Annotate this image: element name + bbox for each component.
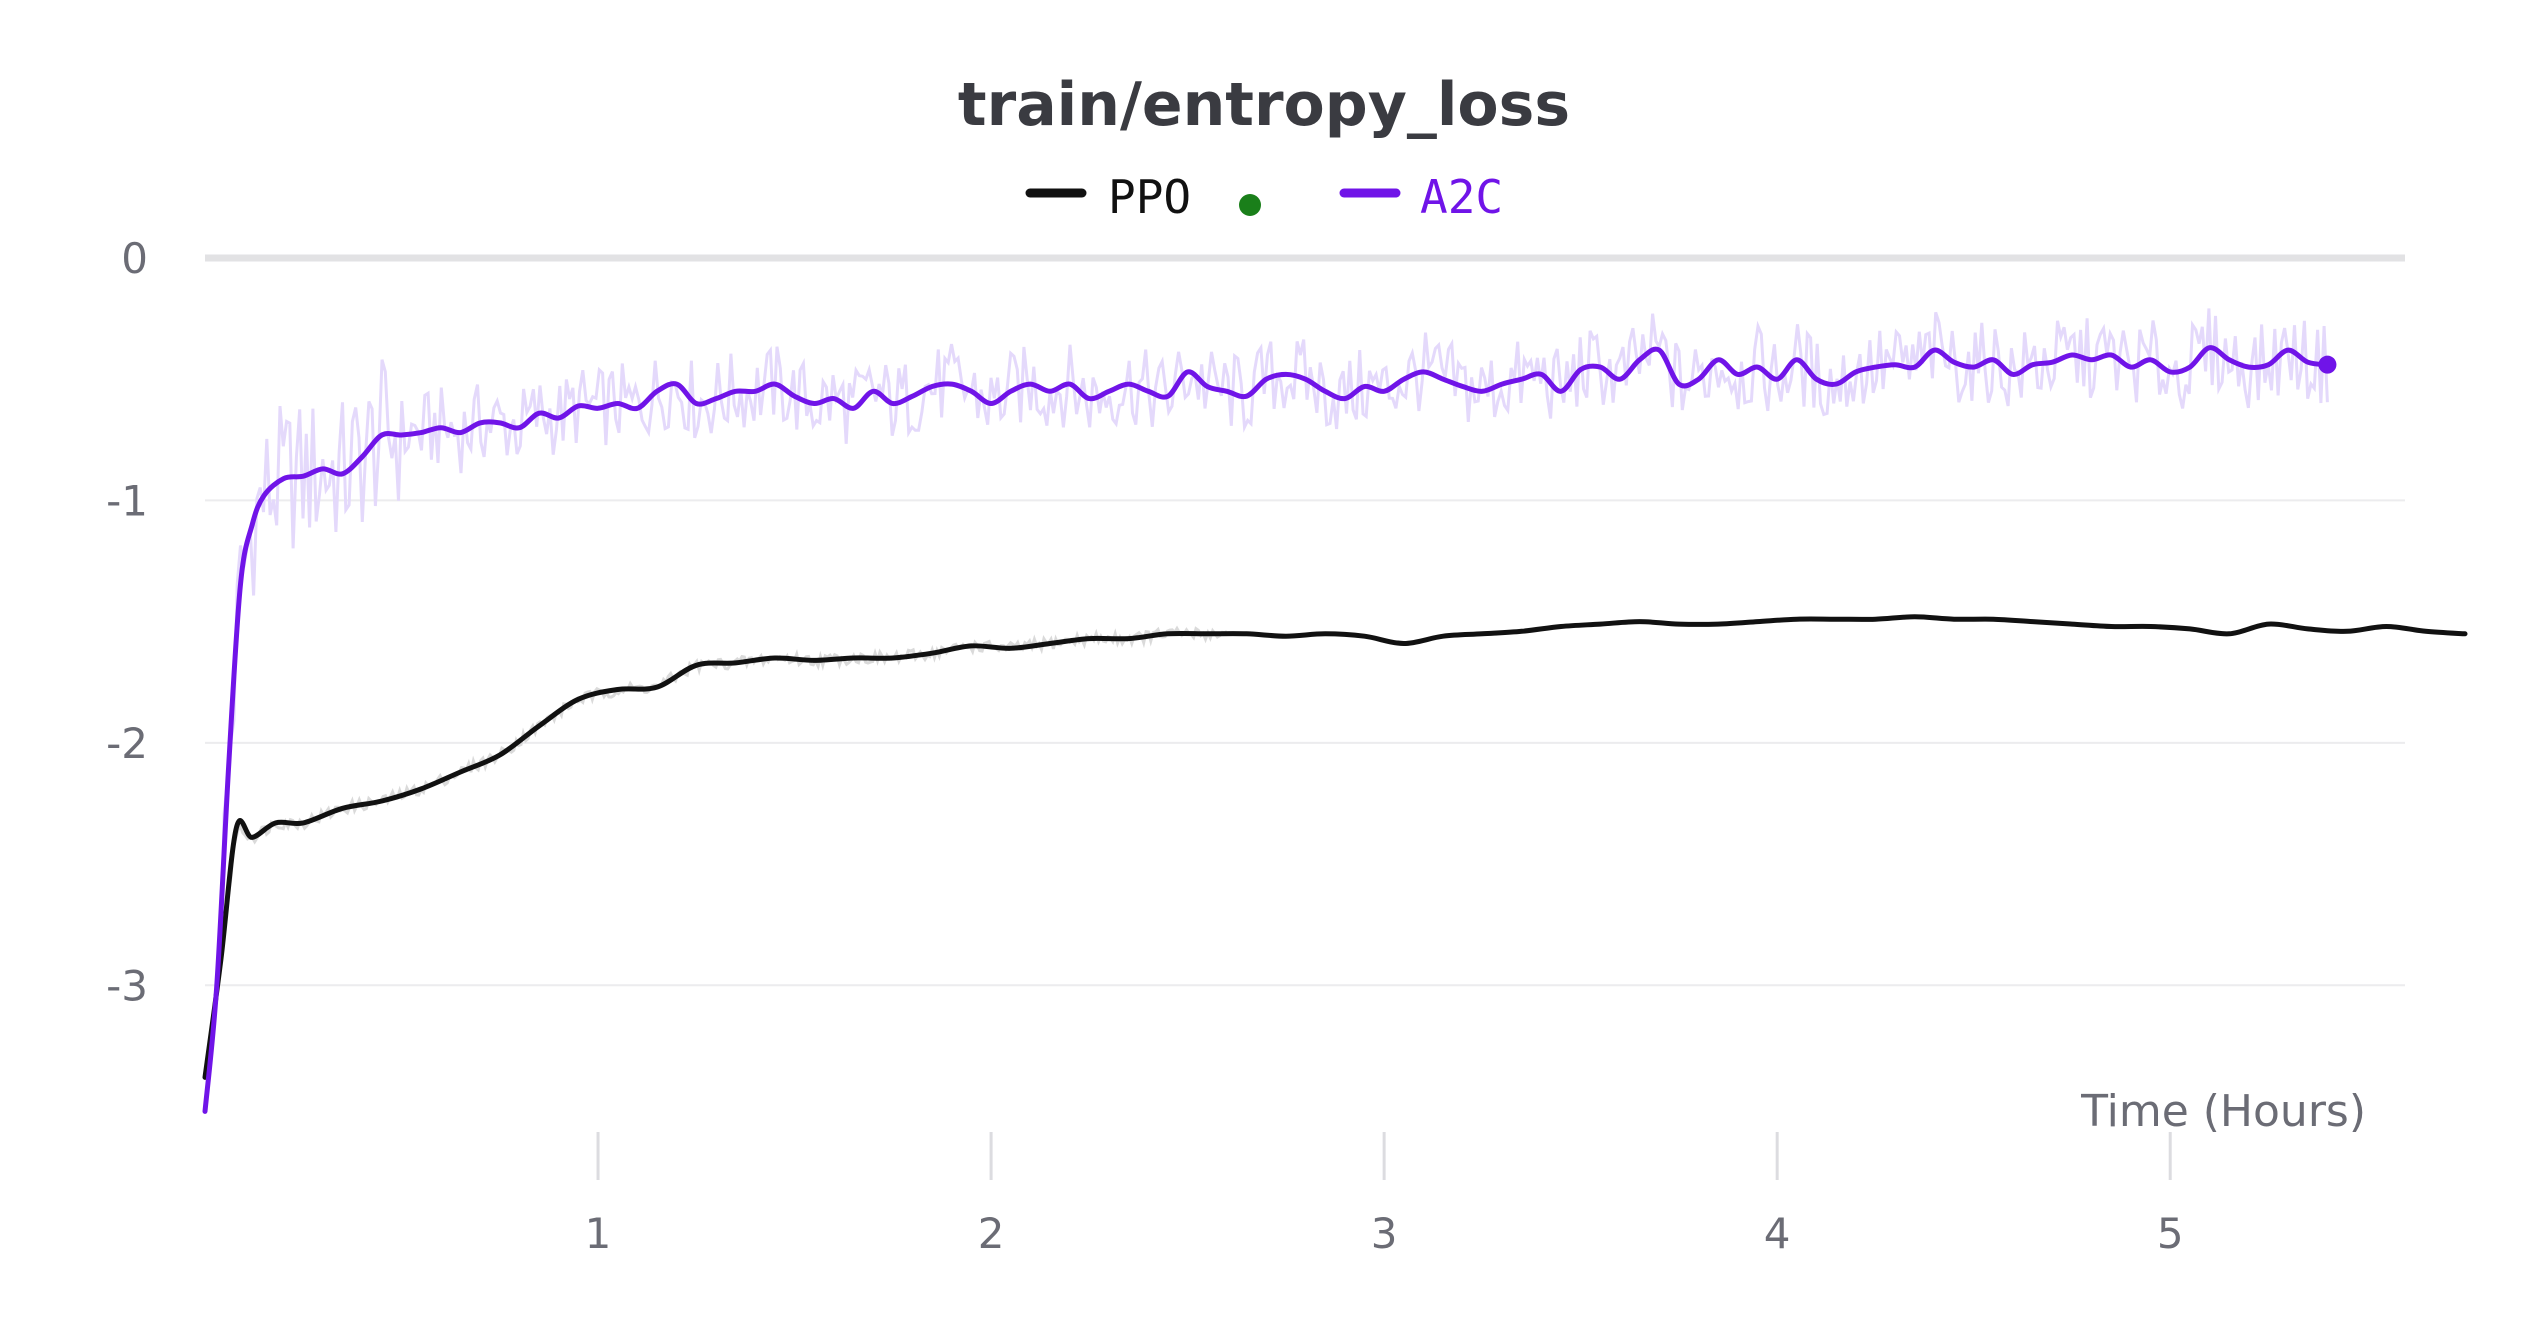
y-tick-label: 0	[121, 234, 148, 283]
legend-label-ppo: PPO	[1108, 170, 1191, 224]
ppo-series-line	[202, 614, 2468, 1080]
y-tick-label: -2	[106, 719, 148, 768]
x-tick-label: 3	[1371, 1209, 1398, 1258]
legend[interactable]: PPO A2C	[1025, 170, 1503, 224]
running-status-dot	[1239, 194, 1261, 216]
a2c-raw-line	[219, 308, 2329, 962]
x-tick-label: 5	[2157, 1209, 2184, 1258]
gridlines	[205, 254, 2405, 987]
x-tick-label: 2	[978, 1209, 1005, 1258]
a2c-endpoint-marker	[2318, 355, 2337, 374]
x-axis-label: Time (Hours)	[2080, 1086, 2366, 1137]
legend-label-a2c: A2C	[1420, 170, 1503, 224]
chart-title: train/entropy_loss	[958, 70, 1570, 140]
a2c-series-line	[202, 345, 2330, 1114]
x-tick-label: 4	[1764, 1209, 1791, 1258]
legend-item-a2c[interactable]: A2C	[1339, 170, 1503, 224]
y-tick-label: -1	[106, 476, 148, 525]
y-axis: 0 -1 -2 -3	[106, 234, 148, 1010]
ppo-raw-line	[227, 625, 1228, 894]
x-axis: 1 2 3 4 5	[585, 1132, 2184, 1258]
series-layer	[202, 308, 2468, 1114]
legend-item-ppo[interactable]: PPO	[1025, 170, 1261, 224]
x-tick-label: 1	[585, 1209, 612, 1258]
y-tick-label: -3	[106, 961, 148, 1010]
